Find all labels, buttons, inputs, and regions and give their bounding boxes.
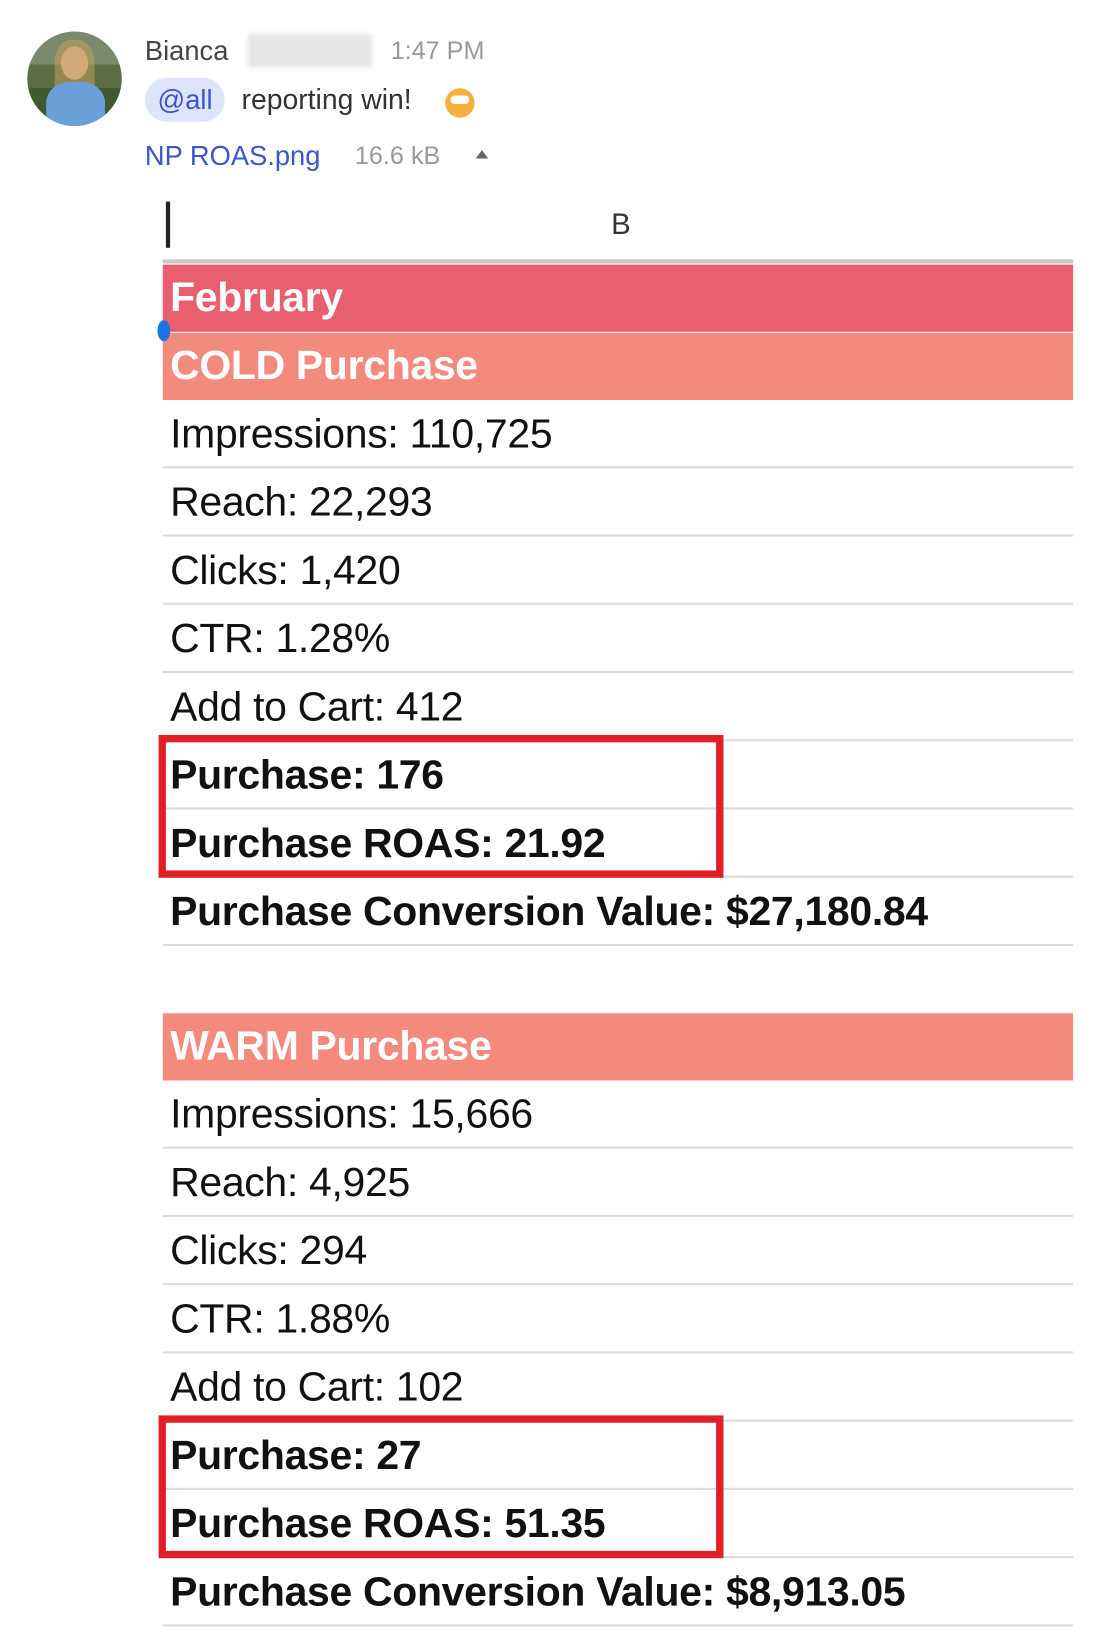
metric-row: Clicks: 1,420 bbox=[162, 538, 1074, 605]
metric-row: Reach: 22,293 bbox=[162, 469, 1074, 537]
metric-row: Purchase: 27 bbox=[162, 1423, 1074, 1490]
metric-row-text: Clicks: 294 bbox=[170, 1228, 367, 1274]
metric-row-text: Purchase: 27 bbox=[170, 1433, 422, 1479]
metric-row: Purchase Conversion Value: $27,180.84 bbox=[162, 879, 1074, 947]
section-band: COLD Purchase bbox=[162, 332, 1074, 401]
header-rule bbox=[162, 259, 1074, 264]
avatar[interactable] bbox=[27, 31, 122, 126]
attachment-size: 16.6 kB bbox=[354, 141, 441, 171]
metric-row-text: Reach: 4,925 bbox=[170, 1160, 410, 1206]
metric-row-text: Purchase ROAS: 51.35 bbox=[170, 1501, 606, 1547]
cursor-bar bbox=[165, 201, 171, 248]
metric-row: Purchase: 176 bbox=[162, 742, 1074, 810]
emoji bbox=[445, 88, 475, 118]
emoji-eyes bbox=[450, 95, 470, 104]
metric-row-text: Impressions: 15,666 bbox=[170, 1092, 533, 1138]
sender-name[interactable]: Bianca bbox=[144, 34, 229, 67]
metric-row-text: CTR: 1.88% bbox=[170, 1296, 390, 1342]
metric-row-text: Purchase Conversion Value: $27,180.84 bbox=[170, 889, 928, 935]
metric-row-text: Add to Cart: 412 bbox=[170, 684, 464, 730]
metric-row-text: Purchase Conversion Value: $8,913.05 bbox=[170, 1569, 906, 1615]
metric-row-text: Reach: 22,293 bbox=[170, 479, 433, 525]
metric-row-text: Impressions: 110,725 bbox=[170, 411, 553, 457]
metric-row: Impressions: 110,725 bbox=[162, 401, 1074, 469]
selection-handle bbox=[157, 320, 171, 342]
section-band-text: WARM Purchase bbox=[170, 1023, 492, 1069]
section-band-text: COLD Purchase bbox=[170, 343, 478, 389]
section-band: WARM Purchase bbox=[162, 1013, 1074, 1081]
metric-row-text: Purchase: 176 bbox=[170, 752, 444, 798]
metric-row: Purchase Conversion Value: $8,913.05 bbox=[162, 1559, 1074, 1627]
metric-row: Add to Cart: 412 bbox=[162, 674, 1074, 742]
metric-row: Add to Cart: 102 bbox=[162, 1354, 1074, 1422]
redacted bbox=[247, 33, 372, 68]
mention[interactable]: @all bbox=[144, 77, 226, 122]
column-header: B bbox=[611, 207, 631, 241]
metric-row-text: CTR: 1.28% bbox=[170, 616, 390, 662]
metric-row: Impressions: 15,666 bbox=[162, 1082, 1074, 1149]
avatar-body bbox=[46, 81, 105, 126]
message-text: reporting win! bbox=[241, 84, 412, 116]
metric-row: Reach: 4,925 bbox=[162, 1150, 1074, 1217]
month-band-text: February bbox=[170, 275, 343, 321]
timestamp: 1:47 PM bbox=[390, 36, 485, 66]
metric-row: CTR: 1.28% bbox=[162, 606, 1074, 674]
metric-row-text: Clicks: 1,420 bbox=[170, 548, 401, 594]
month-band: February bbox=[162, 264, 1074, 332]
collapse-arrow[interactable] bbox=[475, 150, 489, 159]
highlight-box bbox=[158, 1415, 724, 1559]
highlight-box bbox=[158, 734, 724, 878]
metric-row-text: Purchase ROAS: 21.92 bbox=[170, 821, 606, 867]
attachment-name[interactable]: NP ROAS.png bbox=[144, 139, 321, 172]
metric-row: CTR: 1.88% bbox=[162, 1286, 1074, 1354]
metric-row: Clicks: 294 bbox=[162, 1218, 1074, 1286]
metric-row-text: Add to Cart: 102 bbox=[170, 1364, 464, 1411]
